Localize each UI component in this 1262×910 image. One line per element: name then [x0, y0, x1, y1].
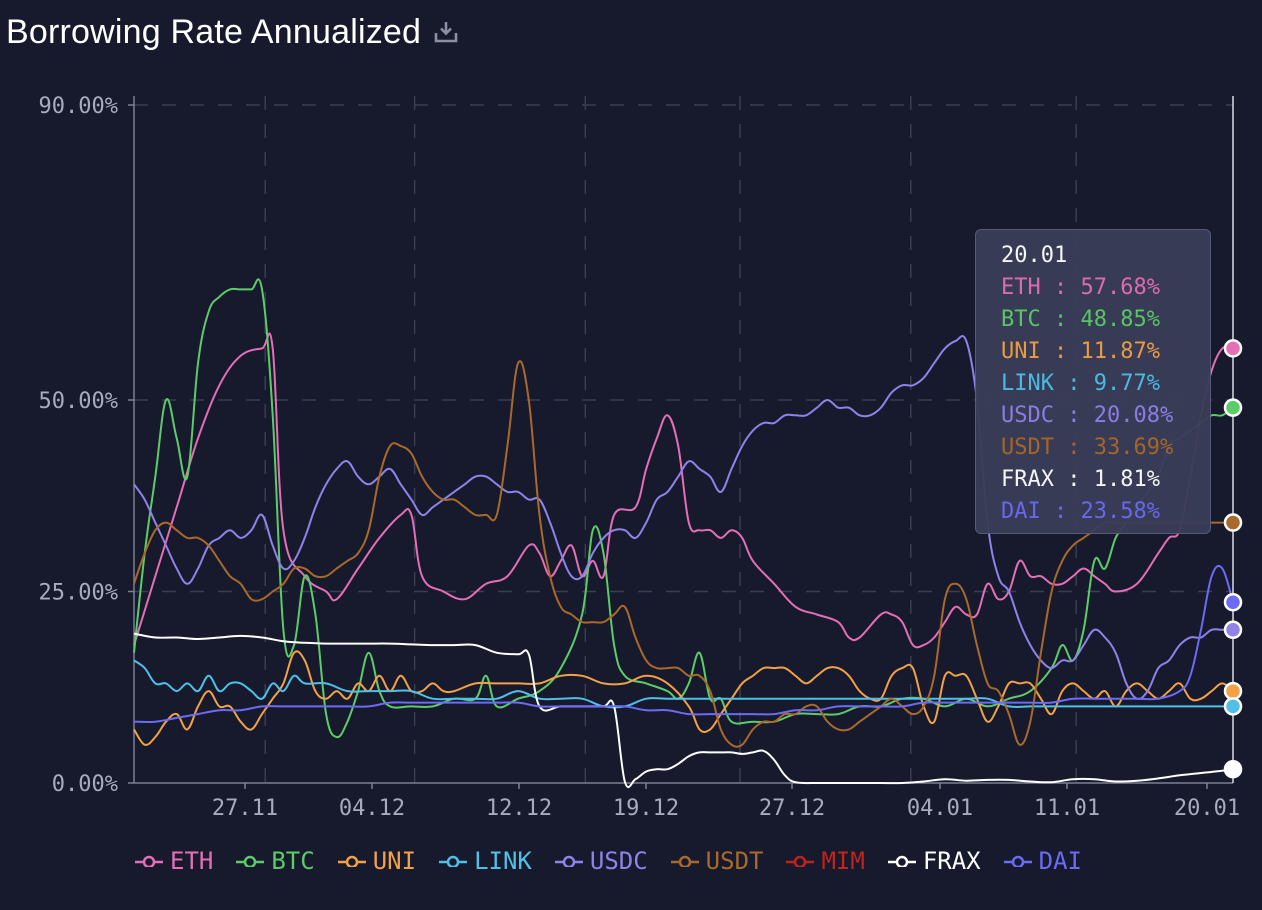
hover-point-eth: [1223, 339, 1243, 358]
series-line-uni: [133, 650, 1234, 746]
legend-swatch-icon: [670, 855, 699, 867]
series-line-dai: [133, 564, 1234, 724]
hover-point-usdc: [1223, 620, 1243, 640]
legend-label: BTC: [271, 847, 315, 875]
legend-swatch-icon: [135, 855, 163, 867]
tooltip-rows: ETH : 57.68% BTC : 48.85% UNI : 11.87% LINK…: [1001, 272, 1210, 528]
x-tick-label: 27.11: [212, 796, 278, 821]
legend-swatch-icon: [439, 855, 468, 867]
hover-points: [1223, 339, 1243, 779]
series-line-eth: [133, 332, 1234, 649]
legend-item-mim[interactable]: MIM: [785, 847, 865, 875]
chart-title: Borrowing Rate Annualized: [6, 12, 422, 51]
y-tick-label: 0.00%: [52, 772, 118, 797]
legend-item-btc[interactable]: BTC: [235, 847, 315, 875]
legend-swatch-icon: [554, 855, 583, 867]
legend-item-uni[interactable]: UNI: [337, 847, 416, 875]
tooltip-row: LINK : 9.77%: [1001, 371, 1160, 396]
legend-item-link[interactable]: LINK: [438, 847, 532, 875]
tooltip-date: 20.01: [1001, 243, 1068, 268]
y-tick-label: 25.00%: [39, 581, 118, 606]
tooltip: 20.01 ETH : 57.68% BTC : 48.85% UNI : 11.8…: [975, 229, 1211, 534]
legend-swatch-icon: [786, 855, 815, 867]
legend-item-frax[interactable]: FRAX: [887, 847, 981, 875]
y-tick-label: 50.00%: [39, 389, 118, 414]
hover-point-dai: [1223, 592, 1243, 612]
tooltip-row: ETH : 57.68%: [1001, 275, 1160, 300]
series-line-usdt: [133, 360, 1233, 748]
legend-item-eth[interactable]: ETH: [134, 847, 213, 875]
legend-item-usdc[interactable]: USDC: [554, 847, 648, 875]
hover-point-frax: [1223, 759, 1243, 779]
tooltip-row: FRAX : 1.81%: [1001, 467, 1160, 492]
y-tick-label: 90.00%: [39, 94, 118, 119]
legend-swatch-icon: [887, 855, 916, 867]
tooltip-row: USDT : 33.69%: [1001, 435, 1174, 460]
legend-label: DAI: [1038, 847, 1082, 875]
series-layer: [133, 278, 1234, 789]
title-row: Borrowing Rate Annualized: [6, 10, 459, 54]
tooltip-row: BTC : 48.85%: [1001, 307, 1160, 332]
tick-labels: 0.00% 25.00% 50.00% 90.00% 27.11 04.12 12.12 19…: [39, 94, 1241, 821]
legend-label: UNI: [372, 847, 417, 875]
download-icon[interactable]: [433, 19, 459, 45]
legend-item-usdt[interactable]: USDT: [670, 847, 764, 875]
legend-label: MIM: [821, 847, 865, 875]
legend-label: USDT: [705, 847, 764, 875]
x-tick-label: 04.01: [907, 796, 973, 821]
legend: ETH BTC UNI LINK USDC USDT MIM FRAX DAI: [134, 843, 1104, 879]
x-tick-label: 11.01: [1034, 796, 1100, 821]
x-tick-label: 04.12: [339, 796, 405, 821]
legend-swatch-icon: [1003, 855, 1032, 867]
x-tick-label: 20.01: [1174, 796, 1240, 821]
legend-swatch-icon: [236, 855, 265, 867]
legend-label: ETH: [170, 847, 214, 875]
legend-item-dai[interactable]: DAI: [1003, 847, 1082, 875]
x-tick-label: 12.12: [486, 796, 552, 821]
series-line-btc: [133, 278, 1234, 739]
hover-point-uni: [1223, 681, 1243, 701]
hover-point-btc: [1223, 398, 1243, 417]
legend-label: LINK: [474, 847, 532, 875]
legend-label: FRAX: [922, 847, 981, 875]
hover-point-link: [1223, 697, 1243, 716]
series-line-frax: [133, 632, 1234, 789]
x-tick-label: 27.12: [759, 796, 825, 821]
tooltip-row: UNI : 11.87%: [1001, 339, 1160, 364]
legend-label: USDC: [589, 847, 648, 875]
hover-point-usdt: [1223, 513, 1243, 532]
legend-swatch-icon: [337, 855, 366, 867]
series-line-usdc: [133, 334, 1233, 700]
tooltip-row: DAI : 23.58%: [1001, 499, 1160, 524]
tooltip-row: USDC : 20.08%: [1001, 403, 1174, 428]
x-tick-label: 19.12: [613, 796, 679, 821]
